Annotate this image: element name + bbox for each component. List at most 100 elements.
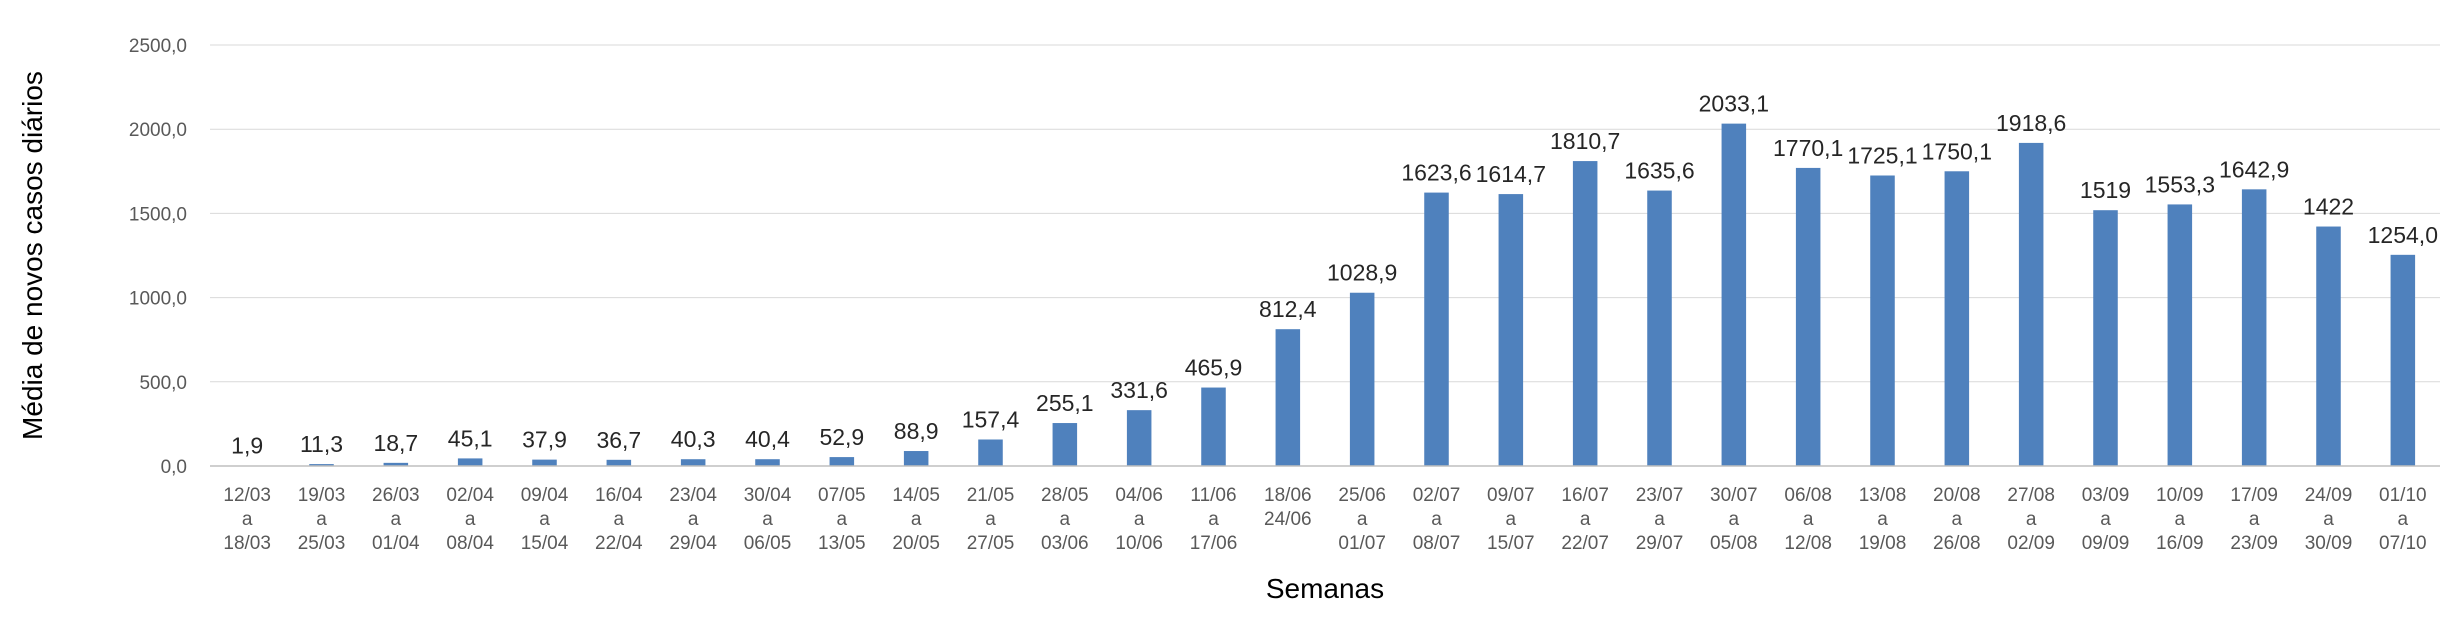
bar — [1572, 161, 1598, 466]
x-tick-label: 16/04 a 22/04 — [595, 485, 643, 554]
bar — [532, 459, 557, 466]
bar — [755, 459, 780, 466]
x-tick-label: 30/04 a 06/05 — [744, 485, 792, 554]
bar — [2018, 142, 2044, 466]
data-label: 1553,3 — [2145, 171, 2215, 197]
bar — [457, 458, 483, 466]
data-label: 465,9 — [1185, 355, 1243, 381]
data-label: 1,9 — [231, 433, 263, 459]
y-axis-title: Média de novos casos diários — [17, 71, 48, 440]
x-tick-label: 09/07 a 15/07 — [1487, 485, 1535, 554]
bar — [2241, 189, 2267, 466]
data-label: 11,3 — [300, 431, 343, 457]
bar — [1944, 171, 1970, 467]
data-label: 1519 — [2080, 177, 2131, 203]
x-tick-label: 16/07 a 22/07 — [1561, 485, 1609, 554]
data-label: 1770,1 — [1773, 135, 1843, 161]
y-tick-label: 1500,0 — [129, 204, 187, 225]
data-label: 331,6 — [1110, 377, 1168, 403]
x-tick-label: 17/09 a 23/09 — [2230, 485, 2278, 554]
x-tick-label: 20/08 a 26/08 — [1933, 485, 1981, 554]
x-tick-label: 14/05 a 20/05 — [892, 485, 940, 554]
x-tick-label: 10/09 a 16/09 — [2156, 485, 2204, 554]
data-label: 36,7 — [596, 427, 641, 453]
bar — [309, 464, 334, 466]
x-tick-label: 02/04 a 08/04 — [446, 485, 494, 554]
bar — [1052, 423, 1078, 466]
x-tick-label: 21/05 a 27/05 — [967, 485, 1015, 554]
gridlines — [210, 44, 2440, 383]
y-tick-label: 2500,0 — [129, 36, 187, 57]
data-label: 40,3 — [671, 426, 716, 452]
x-tick-label: 13/08 a 19/08 — [1859, 485, 1907, 554]
data-label: 1810,7 — [1550, 128, 1620, 154]
data-label: 1635,6 — [1624, 158, 1694, 184]
x-tick-label: 11/06 a 17/06 — [1190, 485, 1238, 554]
x-axis-title: Semanas — [1266, 573, 1384, 604]
x-tick-label: 09/04 a 15/04 — [521, 485, 569, 554]
bar — [2167, 204, 2193, 466]
x-tick-label: 07/05 a 13/05 — [818, 485, 866, 554]
bars — [234, 123, 2416, 467]
x-tick-label: 18/06 24/06 — [1264, 485, 1312, 530]
y-tick-label: 1000,0 — [129, 289, 187, 310]
data-label: 1918,6 — [1996, 110, 2066, 136]
x-tick-label: 06/08 a 12/08 — [1784, 485, 1832, 554]
data-label: 1642,9 — [2219, 156, 2289, 182]
bar — [1721, 123, 1747, 466]
x-tick-label: 24/09 a 30/09 — [2305, 485, 2353, 554]
x-tick-label: 23/07 a 29/07 — [1636, 485, 1684, 554]
x-tick-label: 19/03 a 25/03 — [298, 485, 346, 554]
y-tick-label: 0,0 — [161, 457, 187, 478]
bar — [1647, 190, 1672, 467]
bar — [1126, 410, 1152, 466]
x-tick-label: 04/06 a 10/06 — [1115, 485, 1163, 554]
bar — [2316, 226, 2341, 466]
data-label: 1725,1 — [1847, 142, 1917, 168]
data-label: 40,4 — [745, 426, 790, 452]
bar — [1275, 329, 1301, 466]
bar — [2390, 254, 2416, 466]
data-label: 1254,0 — [2368, 222, 2438, 248]
x-tick-label: 01/10 a 07/10 — [2379, 485, 2427, 554]
bar — [2093, 210, 2118, 466]
data-label: 1614,7 — [1476, 161, 1546, 187]
bar — [1498, 194, 1524, 466]
x-tick-label: 02/07 a 08/07 — [1413, 485, 1461, 554]
x-tick-label: 30/07 a 05/08 — [1710, 485, 1758, 554]
x-tick-label: 26/03 a 01/04 — [372, 485, 420, 554]
x-axis-ticks: 12/03 a 18/03 19/03 a 25/03 26/03 a 01/04 02/04 a 0… — [223, 485, 2426, 554]
x-tick-label: 28/05 a 03/06 — [1041, 485, 1089, 554]
y-axis-ticks: 0,0 500,0 1000,0 1500,0 2000,0 2500,0 — [129, 36, 187, 478]
bar — [1201, 387, 1226, 466]
data-label: 88,9 — [894, 418, 939, 444]
bar — [829, 457, 855, 466]
data-label: 1750,1 — [1922, 138, 1992, 164]
bar — [1424, 192, 1449, 466]
bar — [978, 439, 1003, 466]
x-tick-label: 27/08 a 02/09 — [2007, 485, 2055, 554]
x-tick-label: 12/03 a 18/03 — [223, 485, 271, 554]
data-label: 255,1 — [1036, 390, 1094, 416]
bar — [903, 451, 929, 466]
bar — [606, 459, 632, 466]
x-tick-label: 03/09 a 09/09 — [2082, 485, 2130, 554]
data-label: 157,4 — [962, 406, 1020, 432]
data-label: 1422 — [2303, 194, 2354, 220]
x-tick-label: 23/04 a 29/04 — [669, 485, 717, 554]
x-tick-label: 25/06 a 01/07 — [1338, 485, 1386, 554]
data-label: 37,9 — [522, 427, 567, 453]
bar — [1349, 292, 1375, 466]
y-tick-label: 2000,0 — [129, 120, 187, 141]
data-label: 812,4 — [1259, 296, 1317, 322]
data-label: 18,7 — [373, 430, 418, 456]
bar — [1795, 167, 1821, 466]
bar — [1870, 175, 1895, 466]
bar — [680, 459, 706, 466]
data-label: 1028,9 — [1327, 260, 1397, 286]
bar — [383, 462, 409, 466]
data-label: 1623,6 — [1401, 160, 1471, 186]
data-labels: 1,9 11,3 18,7 45,1 37,9 36,7 40,3 40,4 52,9 88,9 1… — [231, 91, 2438, 459]
data-label: 2033,1 — [1699, 91, 1769, 117]
